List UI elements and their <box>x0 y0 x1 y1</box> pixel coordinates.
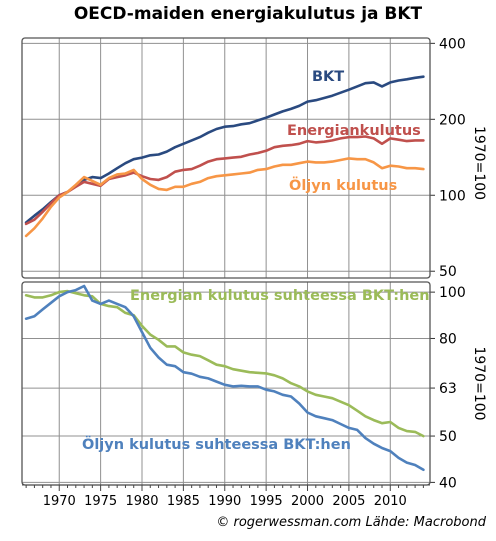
x-tick-label: 1995 <box>250 494 283 509</box>
series-label: Energiankulutus <box>287 123 421 139</box>
series-label: Energian kulutus suhteessa BKT:hen <box>130 288 430 304</box>
x-tick-label: 2005 <box>332 494 365 509</box>
plot-frame <box>21 281 431 486</box>
x-tick-label: 1970 <box>43 494 76 509</box>
y-tick-label: 400 <box>439 36 466 52</box>
y-tick-label: 100 <box>439 285 466 301</box>
series-label: BKT <box>312 69 344 85</box>
bottom-panel: 40 50 63 80 100 1970=100 <box>21 281 487 491</box>
plot-frame <box>21 37 431 279</box>
y-tick-label: 50 <box>439 264 457 280</box>
chart-title: OECD-maiden energiakulutus ja BKT <box>73 4 423 24</box>
series-label: Öljyn kulutus suhteessa BKT:hen <box>82 435 351 453</box>
series-label: Öljyn kulutus <box>289 176 397 194</box>
series-line <box>24 135 425 226</box>
y-axis-label: 1970=100 <box>471 126 487 200</box>
y-tick-label: 50 <box>439 429 457 445</box>
series-line <box>24 157 425 238</box>
x-tick-label: 1975 <box>84 494 117 509</box>
x-tick-label: 1990 <box>208 494 241 509</box>
y-tick-label: 100 <box>439 188 466 204</box>
y-tick-label: 63 <box>439 381 457 397</box>
x-tick-label: 2000 <box>291 494 324 509</box>
x-tick-label: 1985 <box>167 494 200 509</box>
x-axis: 1970 1975 1980 1985 1990 1995 2000 2005 2010 <box>22 484 430 509</box>
y-tick-label: 40 <box>439 475 457 491</box>
y-axis-label: 1970=100 <box>471 346 487 420</box>
series-line <box>24 75 425 224</box>
top-panel: 50 100 200 400 1970=100 <box>21 36 487 280</box>
y-tick-label: 80 <box>439 331 457 347</box>
y-tick-label: 200 <box>439 112 466 128</box>
source-credit: © rogerwessman.com Lähde: Macrobond <box>216 515 486 530</box>
series-line <box>24 289 425 438</box>
x-tick-label: 1980 <box>125 494 158 509</box>
x-tick-label: 2010 <box>374 494 407 509</box>
series-labels: BKT Energiankulutus Öljyn kulutus Energian … <box>82 69 430 453</box>
series-line <box>24 284 425 472</box>
